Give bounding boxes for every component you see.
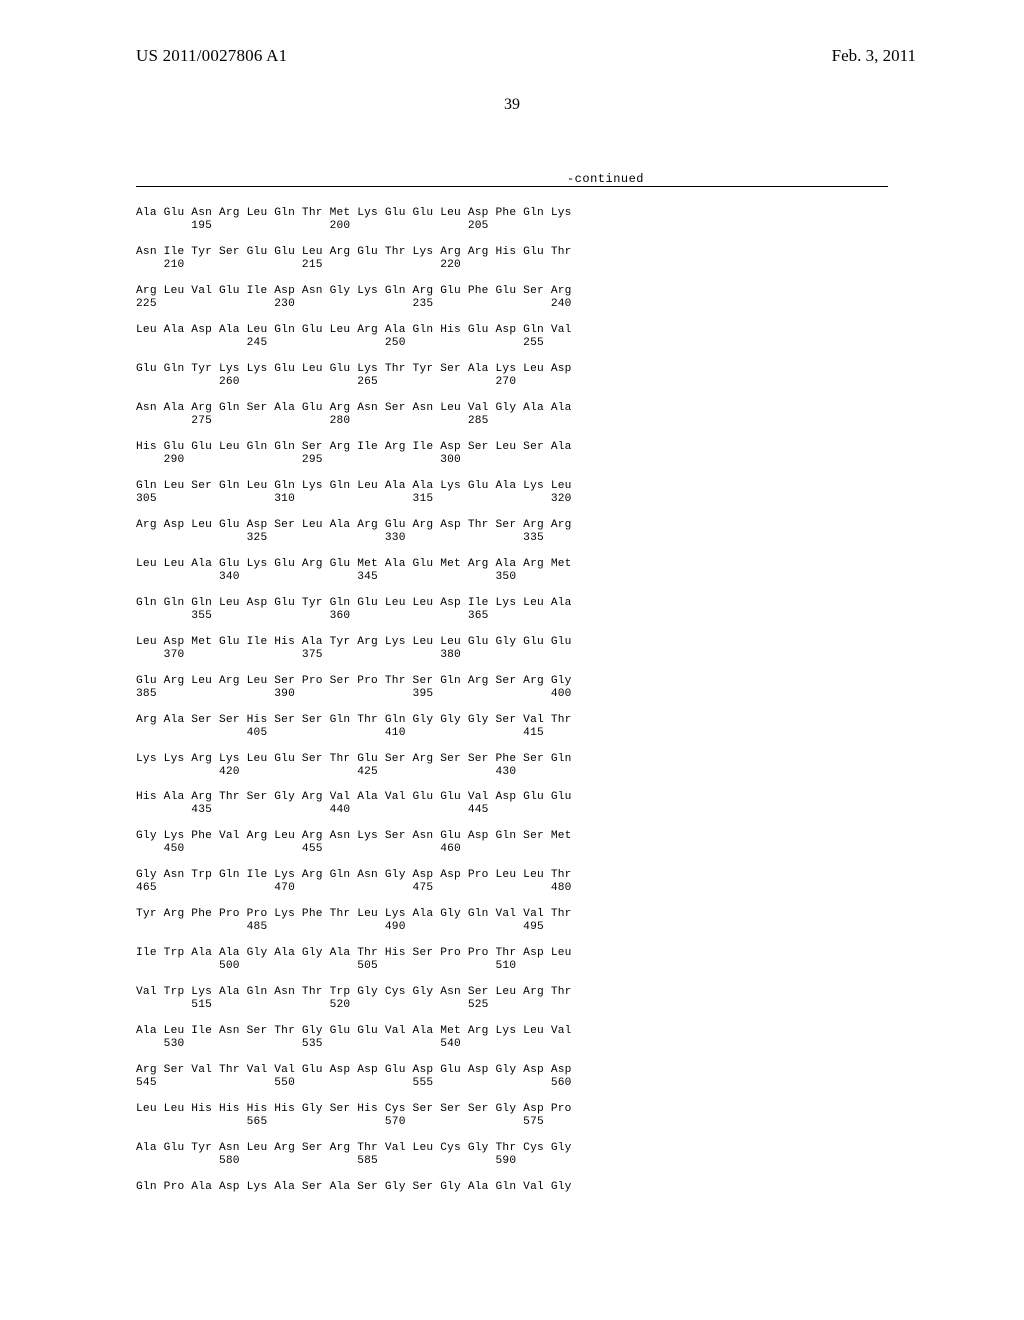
page-header: US 2011/0027806 A1 Feb. 3, 2011 [0,46,1024,72]
continued-label: -continued [567,172,644,186]
sequence-listing: Ala Glu Asn Arg Leu Gln Thr Met Lys Glu … [136,207,572,1194]
horizontal-rule [136,186,888,187]
page-number: 39 [0,96,1024,114]
publication-number: US 2011/0027806 A1 [136,46,287,66]
page-container: US 2011/0027806 A1 Feb. 3, 2011 39 -cont… [0,0,1024,1320]
publication-date: Feb. 3, 2011 [832,46,916,66]
